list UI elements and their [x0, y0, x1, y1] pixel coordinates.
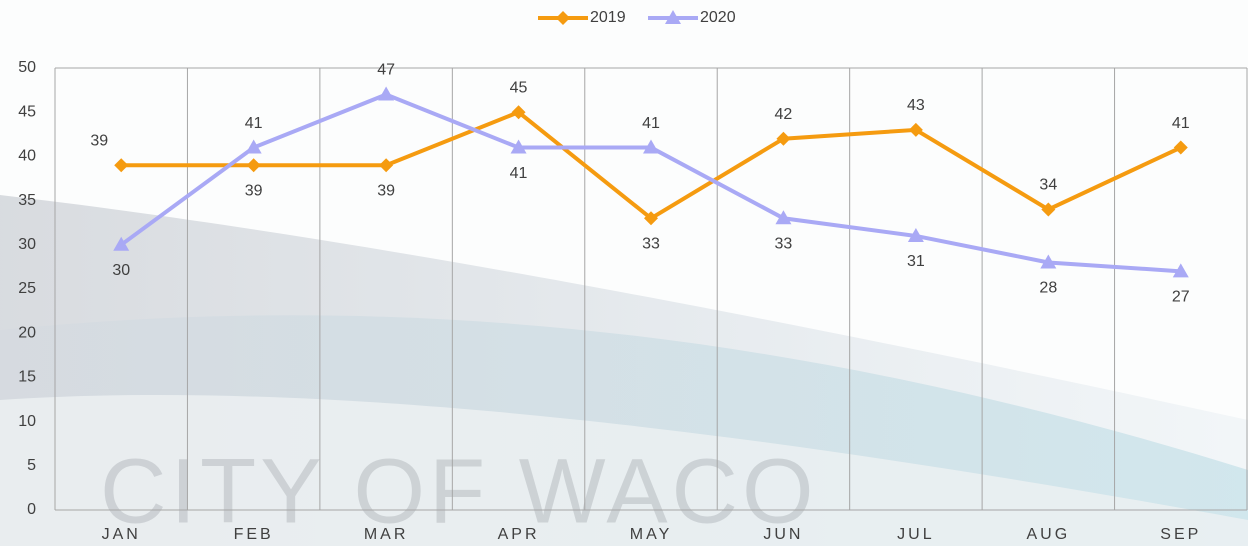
x-tick-label: JUN — [763, 526, 803, 543]
y-tick-label: 30 — [18, 236, 36, 253]
data-label: 33 — [642, 235, 660, 252]
data-label: 31 — [907, 253, 925, 270]
data-label: 41 — [1172, 115, 1190, 132]
data-label: 42 — [775, 106, 793, 123]
x-tick-label: MAR — [364, 526, 409, 543]
data-label: 39 — [90, 132, 108, 149]
x-tick-label: FEB — [234, 526, 274, 543]
data-label: 30 — [112, 262, 130, 279]
y-tick-label: 45 — [18, 103, 36, 120]
x-tick-label: APR — [498, 526, 540, 543]
x-tick-label: SEP — [1160, 526, 1201, 543]
data-label: 28 — [1039, 280, 1057, 297]
y-tick-label: 15 — [18, 369, 36, 386]
y-tick-label: 0 — [27, 501, 36, 518]
data-label: 27 — [1172, 289, 1190, 306]
y-tick-label: 25 — [18, 280, 36, 297]
data-label: 45 — [510, 79, 528, 96]
data-label: 41 — [642, 115, 660, 132]
y-tick-label: 35 — [18, 192, 36, 209]
y-tick-label: 10 — [18, 413, 36, 430]
y-tick-label: 40 — [18, 148, 36, 165]
x-tick-label: AUG — [1026, 526, 1070, 543]
chart: CITY OF WACO 0 5 10 15 20 25 30 35 40 45 50 JAN FEB M… — [0, 0, 1248, 546]
data-label: 47 — [377, 62, 395, 79]
legend-label: 2020 — [700, 9, 736, 26]
x-tick-label: JUL — [897, 526, 934, 543]
data-label: 41 — [245, 115, 263, 132]
data-label: 43 — [907, 97, 925, 114]
page: CITY OF WACO 0 5 10 15 20 25 30 35 40 45 50 JAN FEB M… — [0, 0, 1248, 546]
data-label: 33 — [775, 235, 793, 252]
data-label: 41 — [510, 165, 528, 182]
x-tick-label: MAY — [630, 526, 672, 543]
data-label: 39 — [245, 182, 263, 199]
watermark: CITY OF WACO — [100, 440, 818, 542]
legend-label: 2019 — [590, 9, 626, 26]
y-tick-label: 50 — [18, 59, 36, 76]
y-tick-label: 20 — [18, 324, 36, 341]
x-tick-label: JAN — [102, 526, 141, 543]
data-label: 39 — [377, 182, 395, 199]
y-tick-label: 5 — [27, 457, 36, 474]
data-label: 34 — [1039, 177, 1057, 194]
